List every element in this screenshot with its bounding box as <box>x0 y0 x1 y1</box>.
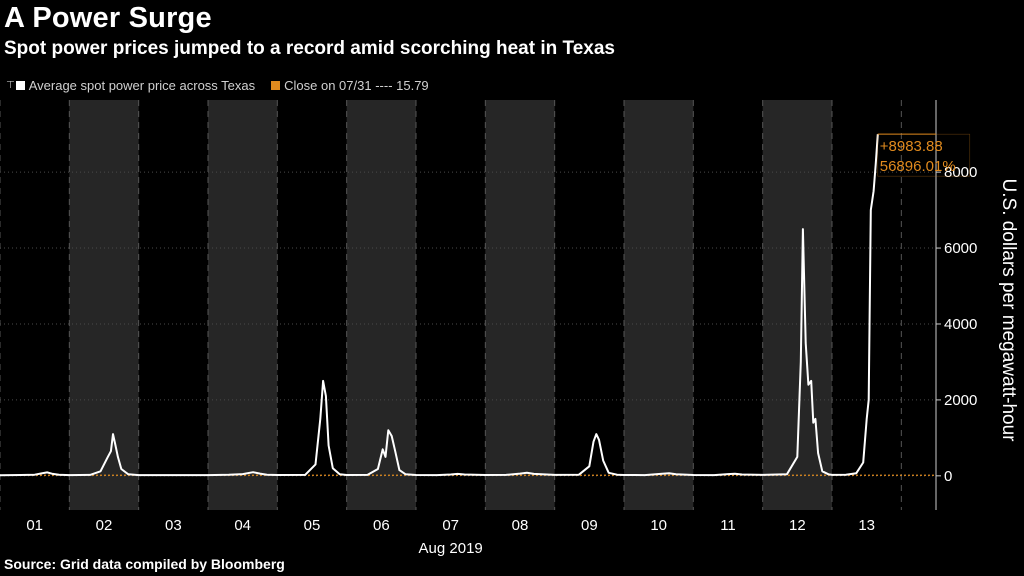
annotation-box <box>877 133 971 177</box>
annotation-change: +8983.88 <box>880 138 943 155</box>
x-tick-label: 02 <box>96 517 113 534</box>
legend-item-series: ⊤ Average spot power price across Texas <box>6 78 255 93</box>
y-tick-label: 8000 <box>944 164 977 181</box>
source-note: Source: Grid data compiled by Bloomberg <box>4 556 285 572</box>
x-tick-label: 07 <box>442 517 459 534</box>
y-axis-title: U.S. dollars per megawatt-hour <box>998 179 1019 443</box>
legend-swatch-series <box>15 81 25 90</box>
legend-label-series: Average spot power price across Texas <box>28 78 256 93</box>
x-tick-label: 04 <box>234 517 251 534</box>
pin-icon: ⊤ <box>6 80 15 91</box>
shaded-band-08 <box>485 100 555 510</box>
y-tick-label: 0 <box>944 468 952 485</box>
shaded-band-10 <box>624 100 694 510</box>
chart-subtitle: Spot power prices jumped to a record ami… <box>4 38 615 59</box>
x-tick-label: 01 <box>26 517 43 534</box>
shaded-band-06 <box>346 100 416 510</box>
y-tick-label: 6000 <box>944 240 977 257</box>
x-tick-label: 03 <box>165 517 182 534</box>
x-tick-label: 12 <box>789 517 806 534</box>
chart-title: A Power Surge <box>4 2 212 34</box>
x-tick-label: 06 <box>373 517 390 534</box>
legend-label-close: Close on 07/31 ---- 15.79 <box>284 78 429 93</box>
annotation-percent: 56896.01% <box>880 158 956 175</box>
shaded-band-02 <box>69 100 139 510</box>
legend-swatch-close <box>271 81 281 90</box>
x-tick-label: 10 <box>650 517 667 534</box>
shaded-band-04 <box>208 100 278 510</box>
series-line-0 <box>0 134 879 477</box>
y-tick-label: 4000 <box>944 316 977 333</box>
x-tick-label: 08 <box>512 517 529 534</box>
x-tick-label: 11 <box>720 517 736 534</box>
x-tick-label: 09 <box>581 517 598 534</box>
x-tick-label: 05 <box>304 517 321 534</box>
legend-item-close: Close on 07/31 ---- 15.79 <box>271 78 429 93</box>
legend: ⊤ Average spot power price across Texas … <box>6 78 445 93</box>
y-tick-label: 2000 <box>944 392 977 409</box>
x-axis-title: Aug 2019 <box>419 540 483 557</box>
x-tick-label: 13 <box>858 517 875 534</box>
